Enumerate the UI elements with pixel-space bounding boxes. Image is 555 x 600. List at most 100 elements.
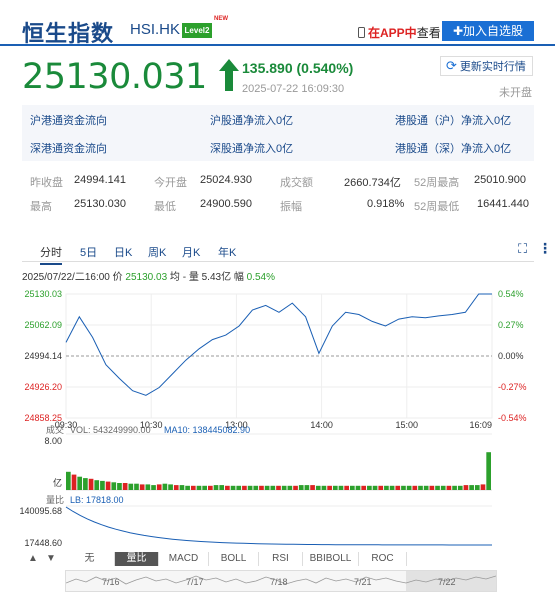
price-line <box>65 293 492 396</box>
indicator-tab[interactable]: BBIBOLL <box>303 552 359 566</box>
indicator-tab[interactable]: RSI <box>259 552 303 566</box>
volume-vol-text: VOL: 543249990.00 <box>70 425 151 435</box>
index-code: HSI.HK <box>130 21 181 38</box>
current-price: 25130.031 <box>22 57 207 97</box>
volume-ma10-text: MA10: 138445082.90 <box>164 425 250 435</box>
nav-date: 7/22 <box>438 577 456 587</box>
stat-label: 今开盘 <box>154 177 187 189</box>
phone-icon <box>358 27 365 38</box>
volume-bar <box>77 476 83 490</box>
stat-label: 52周最高 <box>414 177 460 189</box>
volume-bar <box>344 485 349 490</box>
indicator-tab[interactable]: 量比 <box>115 552 159 566</box>
ratio-y-top: 140095.68 <box>19 506 62 516</box>
scroll-up-icon[interactable]: ▲ <box>28 553 38 564</box>
more-options-icon[interactable]: ⋮ <box>538 240 552 256</box>
y-tick-pct-label: 0.54% <box>498 289 524 299</box>
volume-bar <box>293 485 298 490</box>
volume-bar <box>190 485 196 490</box>
volume-bar <box>327 485 332 490</box>
stat-label: 振幅 <box>280 201 302 213</box>
tab-intraday[interactable]: 分时 <box>40 244 62 265</box>
ratio-label: 量比 <box>46 494 64 505</box>
y-tick-pct-label: -0.54% <box>498 413 527 423</box>
tab-yearly-k[interactable]: 年K <box>218 247 237 259</box>
volume-bar <box>401 485 406 490</box>
volume-bar <box>446 485 452 490</box>
refresh-quote-button[interactable]: ⟳ 更新实时行情 <box>440 56 533 76</box>
stat-label: 最高 <box>30 201 52 213</box>
volume-bar <box>122 483 128 490</box>
stat-label: 52周最低 <box>414 201 460 213</box>
date-navigator[interactable]: 7/16 7/17 7/18 7/21 7/22 <box>65 570 497 592</box>
x-tick-label: 15:00 <box>396 420 419 430</box>
quote-timestamp: 2025-07-22 16:09:30 <box>242 83 345 95</box>
stat-label: 昨收盘 <box>30 177 63 189</box>
stat-value: 25130.030 <box>74 198 126 210</box>
add-to-watchlist-button[interactable]: ✚加入自选股 <box>442 21 534 41</box>
price-change: 135.890 (0.540%) <box>242 60 354 76</box>
y-tick-pct-label: -0.27% <box>498 382 527 392</box>
volume-bar <box>213 485 219 490</box>
indicator-selector: 无量比 MACD BOLL RSI BBIBOLL ROC ▲ ▼ <box>28 552 497 566</box>
tab-weekly-k[interactable]: 周K <box>148 247 167 259</box>
level2-badge[interactable]: Level2 <box>182 23 212 38</box>
volume-bar <box>208 485 213 490</box>
sh-connect-inflow: 沪股通净流入0亿 <box>210 115 294 127</box>
indicator-tab[interactable]: MACD <box>159 552 209 566</box>
volume-bar <box>372 485 378 490</box>
volume-bar <box>418 485 423 490</box>
tab-daily-k[interactable]: 日K <box>114 247 133 259</box>
tab-5day[interactable]: 5日 <box>80 247 98 259</box>
volume-bar <box>242 485 247 490</box>
y-tick-pct-label: 0.00% <box>498 351 524 361</box>
intraday-chart[interactable]: 25130.03 25062.09 24994.14 24926.20 24858.25… <box>0 284 555 550</box>
sz-hk-flow-link[interactable]: 深港通资金流向 <box>30 143 107 155</box>
volume-bar <box>83 478 88 490</box>
volume-bar <box>332 485 338 490</box>
nav-date: 7/17 <box>186 577 204 587</box>
y-tick-label: 24926.20 <box>24 382 62 392</box>
stat-value: 25024.930 <box>200 174 252 186</box>
volume-bar <box>202 485 207 490</box>
volume-bar <box>219 485 225 490</box>
volume-bar <box>156 484 162 490</box>
volume-bar <box>259 485 264 490</box>
x-tick-label: 09:30 <box>55 420 78 430</box>
volume-bar <box>298 485 304 490</box>
stock-header: 恒生指数 HSI.HK Level2 NEW 在APP中查看 ✚加入自选股 <box>0 0 555 46</box>
volume-bar <box>361 485 367 490</box>
navigator-window[interactable] <box>406 571 496 591</box>
volume-bar <box>350 485 355 490</box>
new-badge: NEW <box>214 16 228 22</box>
scroll-down-icon[interactable]: ▼ <box>46 553 56 564</box>
stat-value: 25010.900 <box>474 174 526 186</box>
x-tick-label: 16:09 <box>469 420 492 430</box>
sh-hk-flow-link[interactable]: 沪港通资金流向 <box>30 115 107 127</box>
volume-bar <box>111 482 117 490</box>
tab-monthly-k[interactable]: 月K <box>182 247 201 259</box>
hk-connect-sh-inflow: 港股通（沪）净流入0亿 <box>395 115 512 127</box>
stat-value: 2660.734亿 <box>344 177 401 189</box>
fullscreen-icon[interactable]: ⛶ <box>518 241 528 256</box>
volume-bar <box>315 485 321 490</box>
y-tick-label: 25130.03 <box>24 289 62 299</box>
volume-bar <box>338 485 344 490</box>
volume-bar <box>66 471 71 490</box>
ratio-lb-text: LB: 17818.00 <box>70 495 124 505</box>
y-tick-label: 25062.09 <box>24 320 62 330</box>
chart-period-tabs: 分时 5日 日K 周K 月K 年K ⛶ ⋮ <box>22 239 552 265</box>
stat-label: 成交额 <box>280 177 313 189</box>
volume-bar <box>480 484 486 490</box>
view-in-app-link[interactable]: 在APP中查看 <box>358 24 441 41</box>
stat-label: 最低 <box>154 201 176 213</box>
volume-bar <box>185 485 190 490</box>
volume-bar <box>321 485 327 490</box>
x-tick-label: 13:00 <box>225 420 248 430</box>
ratio-y-bottom: 17448.60 <box>24 538 62 548</box>
indicator-tab[interactable]: 无 <box>65 552 115 566</box>
indicator-tab[interactable]: BOLL <box>209 552 259 566</box>
volume-bar <box>452 485 457 490</box>
volume-bar <box>264 485 270 490</box>
indicator-tab[interactable]: ROC <box>359 552 407 566</box>
